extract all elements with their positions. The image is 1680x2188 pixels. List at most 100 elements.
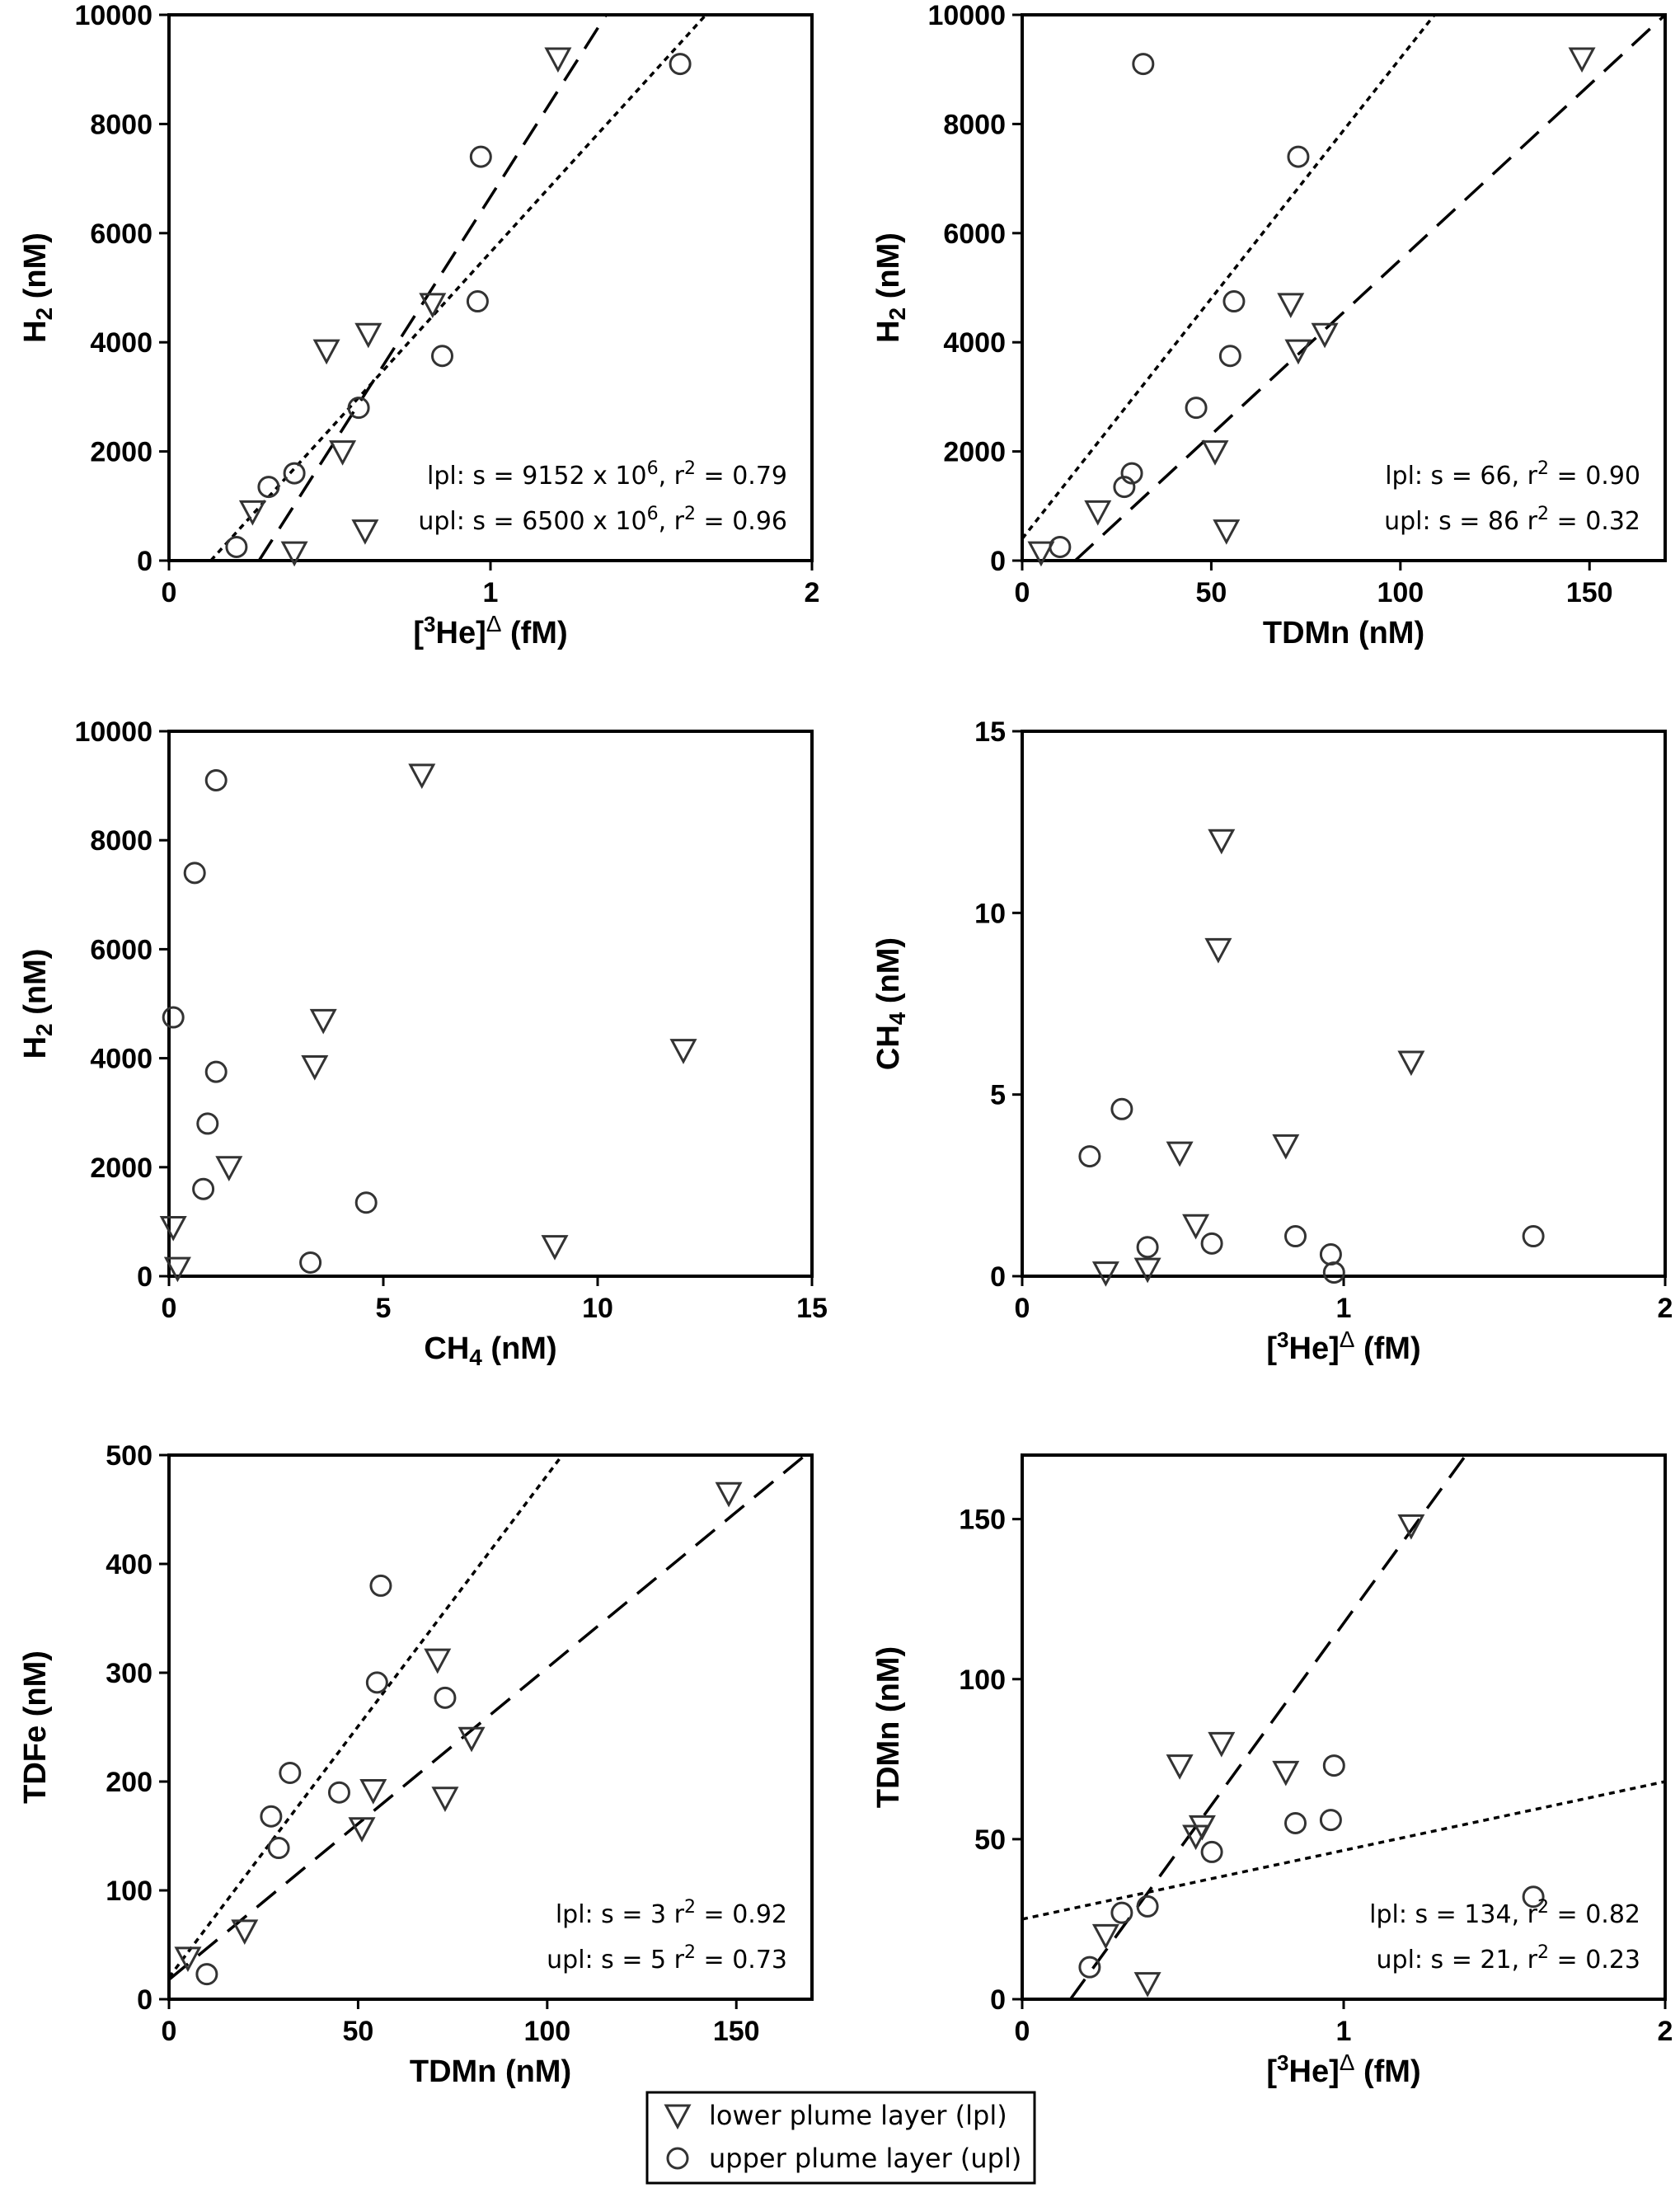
x-tick-label: 1 — [483, 577, 499, 608]
point-upl — [434, 1686, 457, 1709]
x-tick-label: 0 — [162, 1293, 177, 1324]
y-tick-label: 4000 — [90, 1044, 153, 1075]
x-tick-label: 1 — [1336, 1293, 1352, 1324]
y-axis-title: CH4 (nM) — [871, 937, 910, 1070]
point-upl — [1110, 1901, 1133, 1924]
point-lpl — [1133, 1972, 1161, 1998]
point-upl — [365, 1671, 388, 1694]
y-tick-label: 0 — [137, 1984, 153, 2016]
point-lpl — [541, 1235, 569, 1261]
fit-line-upl — [169, 1455, 564, 1979]
point-upl — [162, 1006, 185, 1029]
x-tick-label: 5 — [376, 1293, 392, 1324]
fit-line-upl — [209, 15, 707, 561]
y-tick-label: 10000 — [74, 716, 153, 748]
point-upl — [1287, 145, 1310, 168]
y-tick-label: 0 — [137, 1261, 153, 1293]
fit-lines — [209, 15, 707, 561]
point-lpl — [1027, 541, 1055, 567]
point-lpl — [329, 440, 357, 466]
regression-annotation: upl: s = 86 r2 = 0.32 — [1384, 504, 1640, 536]
point-upl — [1120, 462, 1143, 485]
point-lpl — [1213, 519, 1241, 545]
point-upl — [1049, 535, 1072, 558]
y-tick-label: 6000 — [90, 934, 153, 965]
fit-lines — [169, 1455, 808, 1981]
point-upl — [369, 1574, 392, 1597]
x-tick-label: 0 — [1015, 2016, 1030, 2047]
y-tick-label: 0 — [990, 1984, 1006, 2016]
chart-panel-a: 0 1 2 0 2000 4000 6000 8000 10000 [3He]Δ (fM) H2 (… — [18, 0, 819, 650]
point-upl — [1522, 1885, 1545, 1909]
fit-line-lpl — [257, 15, 608, 561]
point-upl — [1185, 397, 1208, 420]
y-tick-label: 6000 — [943, 218, 1006, 250]
x-tick-label: 10 — [582, 1293, 613, 1324]
x-axis-title: TDMn (nM) — [1263, 616, 1424, 650]
point-upl — [204, 768, 228, 791]
regression-annotation: lpl: s = 3 r2 = 0.92 — [556, 1897, 787, 1929]
point-upl — [1319, 1243, 1342, 1266]
point-upl — [347, 397, 370, 420]
point-lpl — [159, 1216, 187, 1242]
y-tick-label: 2000 — [943, 437, 1006, 468]
y-tick-label: 4000 — [90, 327, 153, 359]
y-tick-label: 150 — [959, 1505, 1006, 1536]
regression-annotation: upl: s = 5 r2 = 0.73 — [547, 1942, 787, 1974]
point-upl — [469, 145, 492, 168]
point-upl — [183, 862, 206, 885]
y-axis-title: H2 (nM) — [18, 949, 57, 1059]
point-upl — [1522, 1225, 1545, 1248]
x-tick-label: 0 — [1015, 1293, 1030, 1324]
point-lpl — [544, 47, 572, 73]
fit-line-lpl — [169, 1455, 808, 1981]
x-tick-label: 2 — [1658, 2016, 1673, 2047]
chart-panel-e: 0 50 100 150 0 100 200 300 400 500 TDMn (nM) TDFe (… — [18, 1440, 814, 2089]
point-lpl — [1272, 1760, 1300, 1787]
point-upl — [1222, 290, 1246, 313]
point-upl — [204, 1060, 228, 1083]
point-lpl — [419, 293, 447, 319]
point-lpl — [348, 1817, 376, 1843]
x-tick-label: 50 — [1195, 577, 1227, 608]
point-lpl — [1182, 1214, 1210, 1240]
legend-marker-circle — [666, 2147, 689, 2170]
x-tick-label: 1 — [1336, 2016, 1352, 2047]
regression-annotation: lpl: s = 66, r2 = 0.90 — [1385, 458, 1640, 491]
fit-line-lpl — [1074, 15, 1665, 561]
point-lpl — [1311, 322, 1339, 349]
y-tick-label: 2000 — [90, 1153, 153, 1184]
point-upl — [669, 53, 692, 76]
x-tick-label: 100 — [1377, 577, 1424, 608]
point-upl — [283, 462, 306, 485]
y-tick-label: 2000 — [90, 437, 153, 468]
point-lpl — [1277, 293, 1305, 319]
point-lpl — [174, 1946, 202, 1973]
legend: lower plume layer (lpl) upper plume layer… — [645, 2091, 1036, 2185]
y-tick-label: 0 — [137, 546, 153, 577]
legend-label-lpl: lower plume layer (lpl) — [709, 2100, 1007, 2131]
point-lpl — [238, 500, 266, 526]
point-lpl — [312, 339, 340, 365]
point-upl — [1078, 1956, 1101, 1979]
point-lpl — [280, 541, 308, 567]
x-axis-title: TDMn (nM) — [410, 2054, 571, 2089]
point-upl — [1078, 1145, 1101, 1168]
x-axis-title: [3He]Δ (fM) — [1266, 2049, 1420, 2089]
fit-lines — [1022, 15, 1665, 561]
point-lpl — [1166, 1754, 1194, 1780]
point-lpl — [359, 1779, 387, 1805]
y-tick-label: 100 — [959, 1664, 1006, 1696]
point-lpl — [1284, 339, 1312, 365]
point-lpl — [458, 1726, 486, 1753]
point-lpl — [1568, 47, 1596, 73]
point-upl — [1132, 53, 1155, 76]
point-lpl — [351, 519, 379, 545]
point-lpl — [1091, 1923, 1119, 1950]
chart-panel-b: 0 50 100 150 0 2000 4000 6000 8000 10000 TDMn (nM)… — [871, 0, 1667, 650]
point-upl — [299, 1251, 322, 1274]
y-tick-label: 0 — [990, 1261, 1006, 1293]
x-tick-label: 0 — [162, 577, 177, 608]
point-upl — [1200, 1840, 1223, 1863]
